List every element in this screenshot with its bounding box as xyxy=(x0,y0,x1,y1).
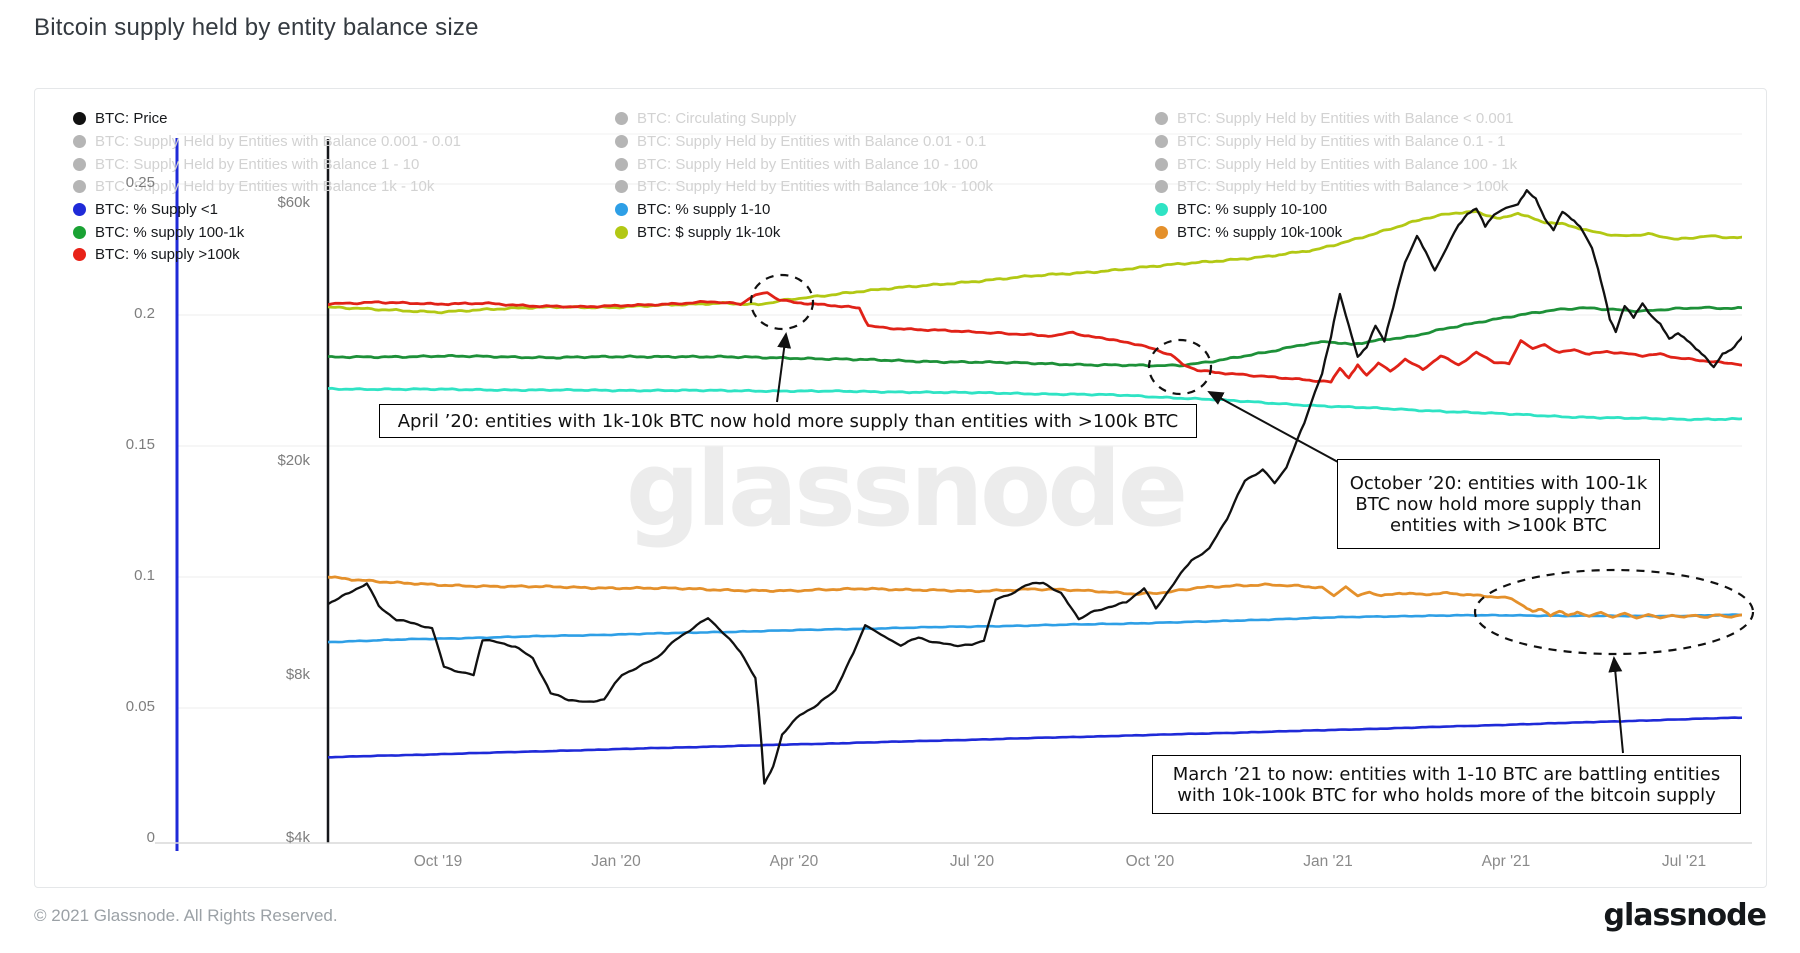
legend-dot-icon xyxy=(73,247,86,261)
legend-item-label: BTC: % Supply <1 xyxy=(95,200,218,218)
x-axis-tick-label: Oct '20 xyxy=(1125,853,1175,870)
x-axis-tick-label: Jul '21 xyxy=(1661,853,1707,870)
x-axis-tick-label: Apr '21 xyxy=(1481,853,1531,870)
legend-item[interactable]: BTC: Supply Held by Entities with Balanc… xyxy=(615,131,986,151)
legend-item[interactable]: BTC: Supply Held by Entities with Balanc… xyxy=(615,154,978,174)
legend-dot-icon xyxy=(73,111,86,125)
legend-item[interactable]: BTC: Supply Held by Entities with Balanc… xyxy=(1155,108,1513,128)
legend-item-label: BTC: % supply 10-100 xyxy=(1177,200,1328,218)
legend-dot-icon xyxy=(73,225,86,239)
legend-dot-icon xyxy=(1155,179,1168,193)
annotation-line: March ’21 to now: entities with 1-10 BTC… xyxy=(1172,763,1721,785)
legend-dot-icon xyxy=(615,111,628,125)
legend-item-label: BTC: Supply Held by Entities with Balanc… xyxy=(95,155,420,173)
price-axis-tick-label: $8k xyxy=(285,666,310,684)
legend-dot-icon xyxy=(1155,202,1168,216)
annotation-line: with 10k-100k BTC for who holds more of … xyxy=(1177,784,1716,806)
watermark: glassnode xyxy=(625,428,1189,550)
legend-dot-icon xyxy=(615,225,628,239)
chart-title: Bitcoin supply held by entity balance si… xyxy=(34,14,479,41)
legend-item[interactable]: BTC: % supply 1-10 xyxy=(615,199,770,219)
annotation-box: October ’20: entities with 100-1k BTC now… xyxy=(1337,459,1660,549)
legend-item-label: BTC: Supply Held by Entities with Balanc… xyxy=(95,177,435,195)
annotation-line: April ’20: entities with 1k-10k BTC now … xyxy=(397,410,1179,432)
legend-dot-icon xyxy=(1155,111,1168,125)
legend-dot-icon xyxy=(1155,157,1168,171)
y-axis-tick-label: 0.15 xyxy=(125,436,155,453)
legend-item[interactable]: BTC: Supply Held by Entities with Balanc… xyxy=(1155,131,1506,151)
x-axis-tick-label: Jul '20 xyxy=(949,853,995,870)
y-axis-tick-label: 0.1 xyxy=(134,567,155,584)
legend-item[interactable]: BTC: % supply 10k-100k xyxy=(1155,222,1342,242)
legend-item[interactable]: BTC: % supply >100k xyxy=(73,244,240,264)
y-axis-tick-label: 0.2 xyxy=(134,305,155,322)
y-axis-tick-label: 0.05 xyxy=(125,698,155,715)
legend-item-label: BTC: % supply >100k xyxy=(95,245,240,263)
price-axis-tick-label: $20k xyxy=(277,451,310,469)
legend-dot-icon xyxy=(73,134,86,148)
legend-item[interactable]: BTC: % supply 100-1k xyxy=(73,222,244,242)
x-axis-tick-label: Jan '20 xyxy=(591,853,641,870)
legend-item[interactable]: BTC: % supply 10-100 xyxy=(1155,199,1327,219)
legend-dot-icon xyxy=(73,179,86,193)
legend-item-label: BTC: Supply Held by Entities with Balanc… xyxy=(637,155,979,173)
legend-item[interactable]: BTC: % Supply <1 xyxy=(73,199,218,219)
annotation-line: October ’20: entities with 100-1k xyxy=(1349,472,1648,494)
legend-dot-icon xyxy=(73,202,86,216)
x-axis-tick-label: Jan '21 xyxy=(1303,853,1353,870)
annotation-line: BTC now hold more supply than xyxy=(1355,493,1642,515)
legend-item[interactable]: BTC: Supply Held by Entities with Balanc… xyxy=(73,131,461,151)
legend-item-label: BTC: Supply Held by Entities with Balanc… xyxy=(1177,177,1509,195)
legend-item-label: BTC: % supply 1-10 xyxy=(637,200,771,218)
legend-dot-icon xyxy=(1155,225,1168,239)
legend-item-label: BTC: $ supply 1k-10k xyxy=(637,223,781,241)
legend-item[interactable]: BTC: Supply Held by Entities with Balanc… xyxy=(1155,176,1508,196)
legend-dot-icon xyxy=(615,179,628,193)
annotation-box: March ’21 to now: entities with 1-10 BTC… xyxy=(1152,755,1741,814)
y-axis-tick-label: 0 xyxy=(146,829,155,846)
legend-item-label: BTC: Supply Held by Entities with Balanc… xyxy=(1177,132,1506,150)
legend-dot-icon xyxy=(1155,134,1168,148)
annotation-line: entities with >100k BTC xyxy=(1389,514,1608,536)
legend-item-label: BTC: % supply 100-1k xyxy=(95,223,245,241)
legend-item[interactable]: BTC: Price xyxy=(73,108,168,128)
legend-item-label: BTC: Supply Held by Entities with Balanc… xyxy=(1177,109,1514,127)
legend-dot-icon xyxy=(615,134,628,148)
price-axis-tick-label: $60k xyxy=(277,193,310,211)
annotation-box: April ’20: entities with 1k-10k BTC now … xyxy=(379,404,1197,438)
legend-dot-icon xyxy=(73,157,86,171)
legend-item[interactable]: BTC: Circulating Supply xyxy=(615,108,796,128)
legend-item-label: BTC: Supply Held by Entities with Balanc… xyxy=(637,177,994,195)
legend-item-label: BTC: % supply 10k-100k xyxy=(1177,223,1343,241)
price-axis-tick-label: $4k xyxy=(285,829,310,846)
legend-dot-icon xyxy=(615,202,628,216)
glassnode-logo: glassnode xyxy=(1603,898,1767,933)
legend-dot-icon xyxy=(615,157,628,171)
legend-item-label: BTC: Price xyxy=(95,109,168,127)
legend-item[interactable]: BTC: Supply Held by Entities with Balanc… xyxy=(615,176,993,196)
legend-item-label: BTC: Circulating Supply xyxy=(637,109,797,127)
legend-item[interactable]: BTC: Supply Held by Entities with Balanc… xyxy=(1155,154,1517,174)
legend-item-label: BTC: Supply Held by Entities with Balanc… xyxy=(95,132,462,150)
legend-item[interactable]: BTC: $ supply 1k-10k xyxy=(615,222,780,242)
legend-item-label: BTC: Supply Held by Entities with Balanc… xyxy=(637,132,987,150)
legend-item[interactable]: BTC: Supply Held by Entities with Balanc… xyxy=(73,154,419,174)
y-axis-tick-label: 0.25 xyxy=(125,174,155,191)
x-axis-tick-label: Apr '20 xyxy=(769,853,819,870)
x-axis-tick-label: Oct '19 xyxy=(413,853,463,870)
footer-copyright: © 2021 Glassnode. All Rights Reserved. xyxy=(34,906,338,925)
legend-item-label: BTC: Supply Held by Entities with Balanc… xyxy=(1177,155,1518,173)
legend-item[interactable]: BTC: Supply Held by Entities with Balanc… xyxy=(73,176,434,196)
